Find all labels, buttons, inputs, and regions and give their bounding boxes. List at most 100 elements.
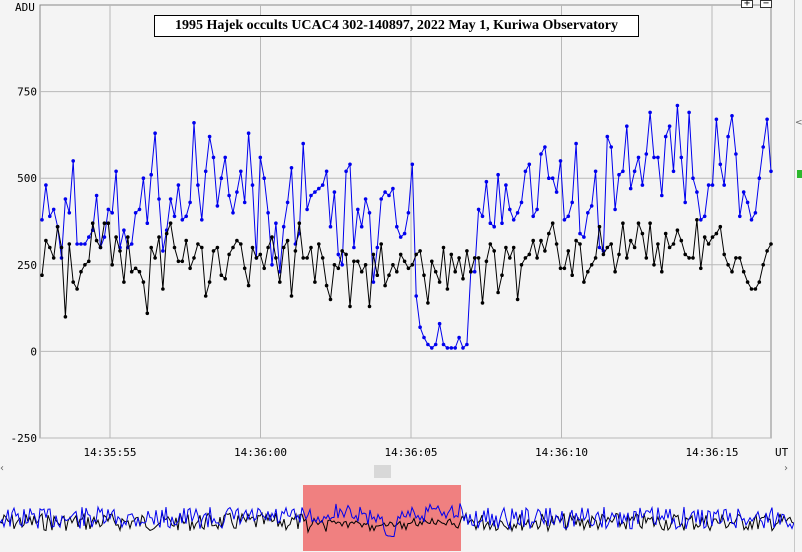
data-point (262, 266, 267, 271)
data-point (566, 249, 571, 253)
data-point (574, 238, 578, 243)
data-point (535, 256, 539, 260)
data-point (543, 145, 547, 149)
data-point (161, 249, 165, 253)
data-point (44, 183, 48, 187)
data-point (504, 245, 508, 250)
data-point (114, 169, 118, 174)
data-point (94, 238, 99, 243)
data-point (309, 245, 313, 250)
data-point (207, 134, 212, 139)
data-point (500, 221, 504, 225)
data-point (176, 259, 181, 264)
data-point (625, 124, 629, 128)
chart-title: 1995 Hajek occults UCAC4 302-140897, 202… (154, 15, 639, 37)
data-point (79, 242, 83, 246)
data-point (344, 252, 348, 257)
data-point (219, 176, 224, 180)
data-point (589, 263, 594, 267)
data-point (765, 249, 769, 253)
panel-expand-icon[interactable]: < (795, 118, 802, 128)
data-point (461, 346, 465, 350)
data-point (738, 256, 742, 260)
data-point (652, 263, 656, 267)
data-point (352, 259, 356, 264)
data-point (141, 176, 146, 180)
x-tick-label: 14:36:15 (686, 446, 739, 459)
zoom-out-button[interactable]: − (760, 0, 772, 9)
data-point (718, 162, 723, 167)
data-point (281, 245, 286, 250)
data-point (274, 256, 278, 260)
data-point (180, 259, 185, 264)
data-point (597, 245, 602, 250)
scrollbar-thumb[interactable] (374, 465, 391, 478)
data-point (367, 211, 372, 215)
data-point (476, 256, 481, 260)
data-point (406, 266, 411, 271)
data-point (157, 235, 161, 239)
data-point (496, 290, 500, 295)
data-point (254, 256, 259, 260)
data-point (328, 297, 333, 302)
data-point (605, 134, 610, 139)
data-point (383, 190, 387, 194)
data-point (106, 221, 111, 225)
data-point (51, 256, 56, 260)
data-point (593, 169, 598, 174)
data-point (383, 283, 387, 288)
data-point (340, 263, 345, 267)
data-point (102, 235, 107, 239)
data-point (118, 249, 122, 253)
data-point (422, 335, 426, 340)
data-point (628, 238, 633, 243)
data-point (324, 283, 329, 288)
series-group (40, 103, 773, 350)
data-point (465, 342, 469, 347)
data-point (348, 304, 352, 309)
data-point (722, 183, 726, 187)
data-point (211, 155, 216, 160)
zoom-in-button[interactable]: + (741, 0, 753, 9)
data-point (63, 315, 68, 319)
data-point (523, 256, 528, 260)
data-point (278, 280, 282, 284)
data-point (410, 263, 415, 267)
data-point (223, 155, 227, 160)
data-point (192, 121, 196, 125)
data-point (695, 218, 699, 222)
data-point (270, 235, 274, 239)
data-point (663, 231, 668, 236)
data-point (741, 269, 746, 274)
data-point (196, 183, 200, 187)
data-point (469, 269, 473, 274)
data-point (449, 252, 454, 257)
data-point (488, 221, 493, 225)
data-point (391, 186, 395, 191)
x-tick-label: 14:36:00 (234, 446, 287, 459)
data-point (663, 134, 668, 139)
data-point (430, 259, 434, 264)
overview-strip[interactable] (0, 482, 794, 552)
data-point (51, 207, 56, 212)
data-point (79, 269, 83, 274)
data-point (453, 346, 458, 350)
data-point (586, 211, 590, 215)
data-point (63, 197, 68, 201)
data-point (301, 256, 306, 260)
data-point (476, 207, 481, 212)
data-point (718, 224, 723, 229)
data-point (562, 218, 567, 222)
data-point (702, 235, 707, 239)
data-point (714, 117, 719, 122)
data-point (430, 346, 434, 350)
scroll-left-icon[interactable]: ‹ (0, 463, 4, 474)
data-point (480, 214, 485, 219)
scroll-right-icon[interactable]: › (784, 463, 788, 474)
data-point (75, 287, 79, 291)
data-point (48, 245, 52, 250)
data-point (133, 266, 138, 271)
data-point (235, 190, 239, 194)
data-point (601, 252, 606, 257)
